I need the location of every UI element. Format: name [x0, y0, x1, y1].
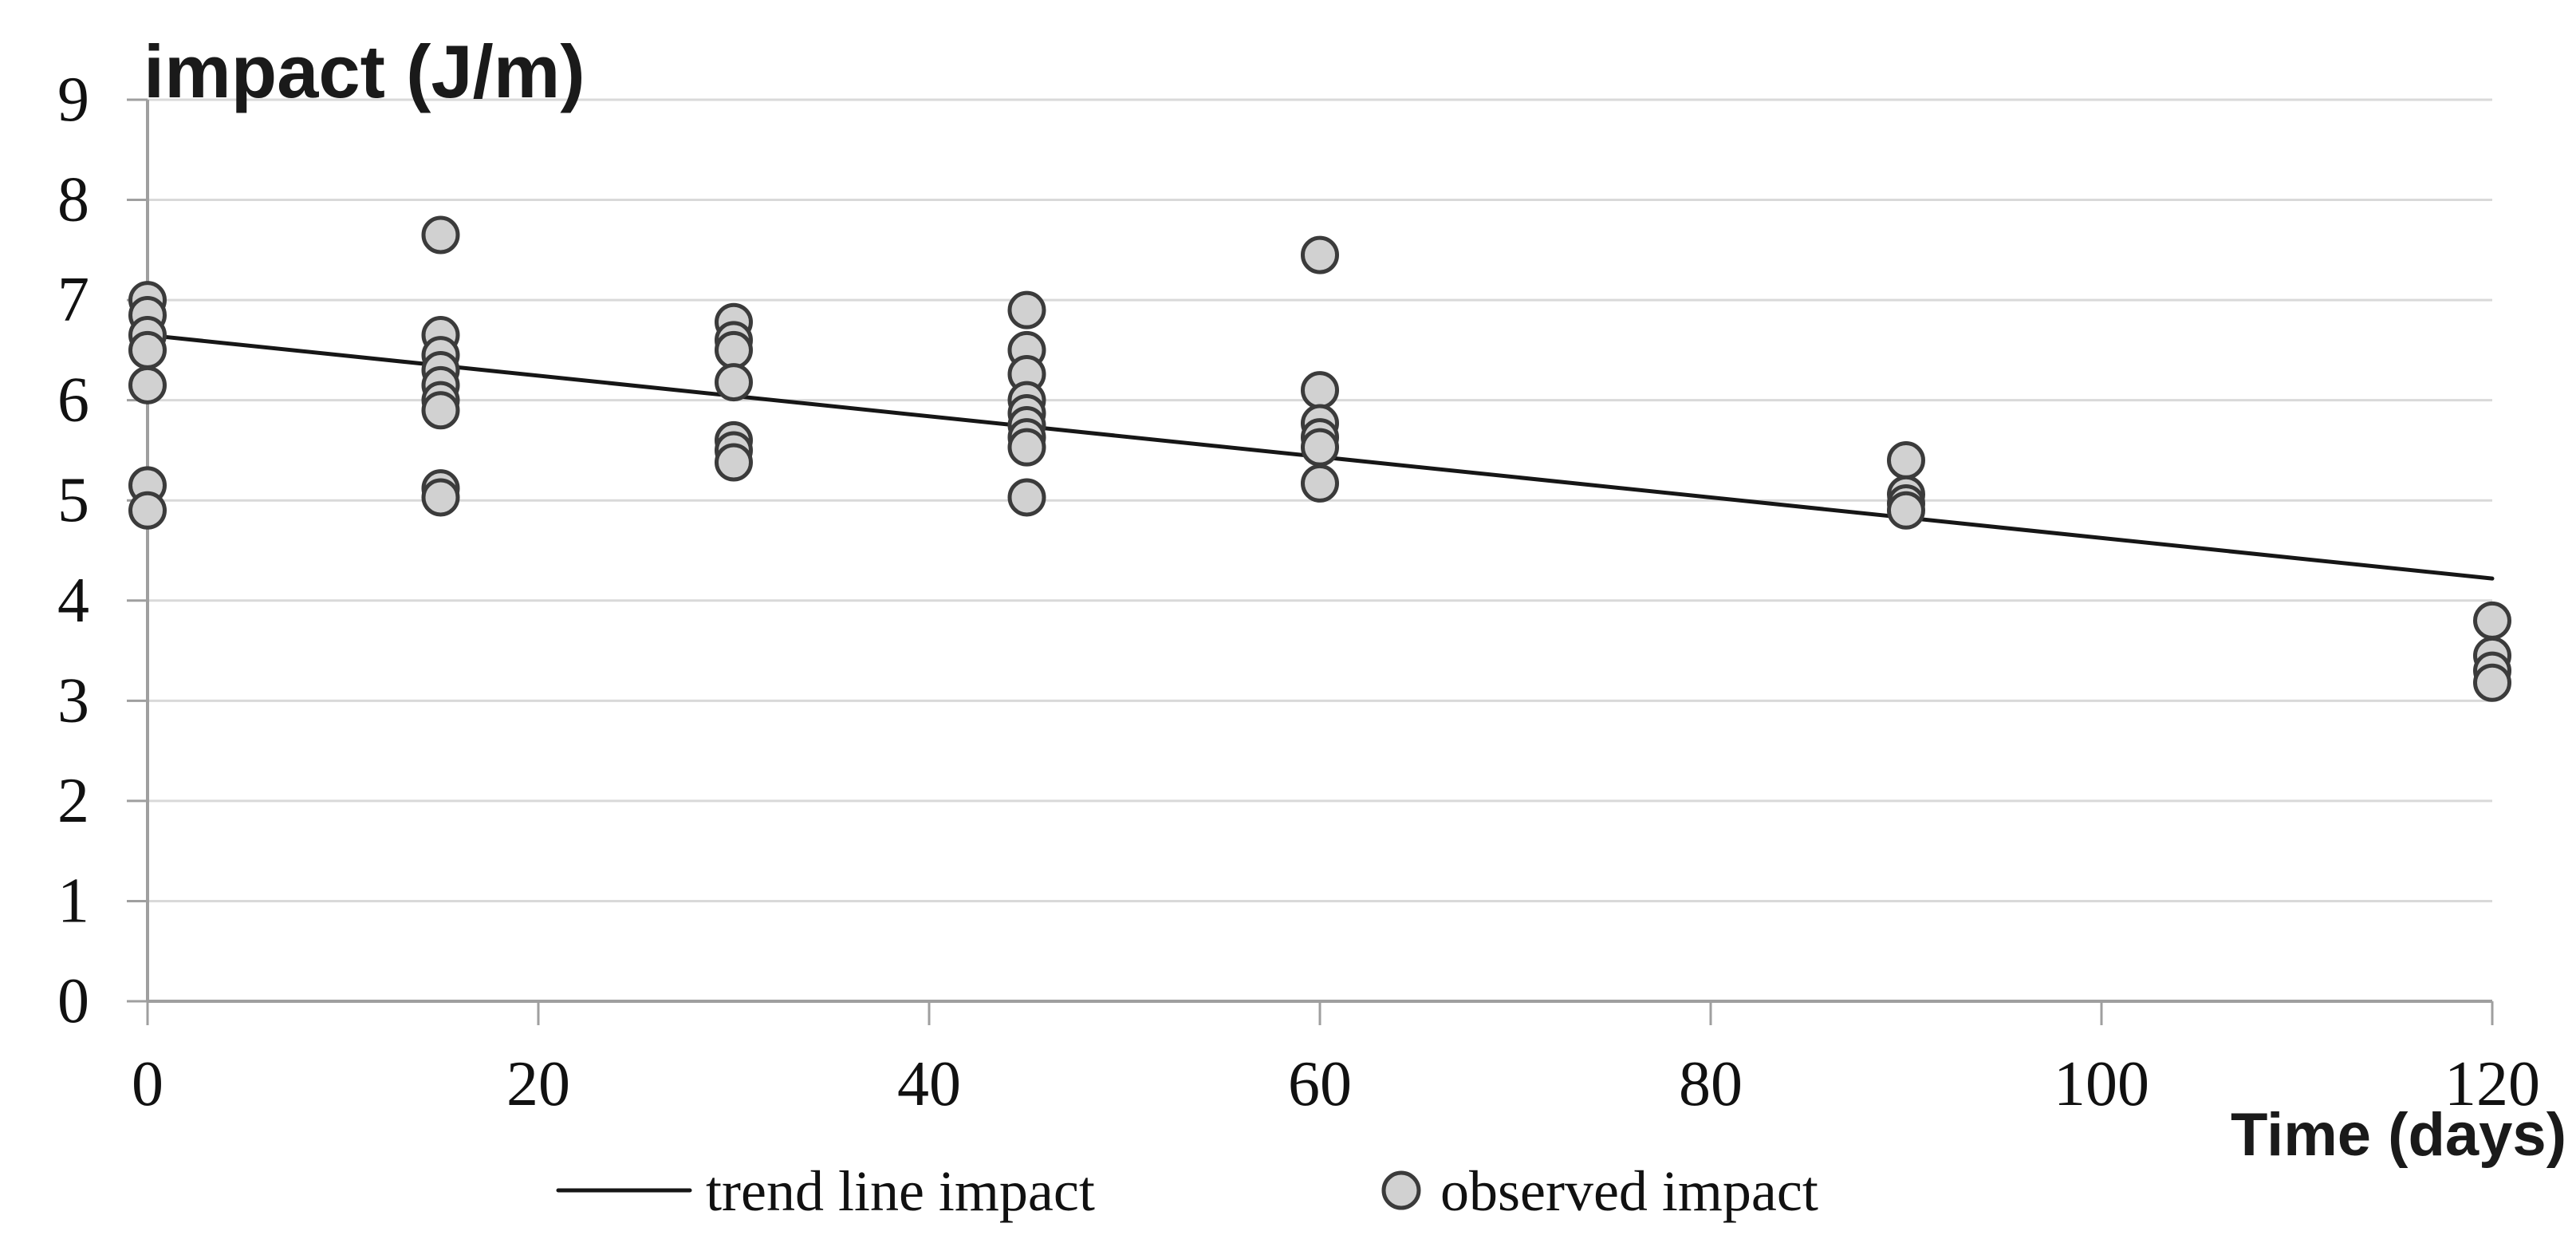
observed-point-60d-37: [1301, 464, 1339, 503]
y-tick-label-7: 7: [57, 265, 89, 335]
axes: [127, 98, 2494, 1025]
x-tick-label-40: 40: [897, 1049, 961, 1119]
x-tick-label-0: 0: [132, 1049, 163, 1119]
observed-point-15d-15: [421, 478, 460, 517]
data-series: [128, 215, 2511, 702]
observed-point-15d-13: [421, 391, 460, 430]
y-tick-label-5: 5: [57, 465, 89, 535]
observed-point-30d-18: [715, 330, 753, 369]
observed-point-120d-42: [2473, 601, 2511, 640]
observed-point-45d-31: [1007, 478, 1046, 517]
observed-point-0d-4: [128, 365, 167, 404]
y-tick-label-2: 2: [57, 766, 89, 836]
observed-point-30d-19: [715, 363, 753, 402]
observed-point-45d-30: [1007, 428, 1046, 467]
observed-point-90d-41: [1887, 491, 1925, 530]
y-tick-label-6: 6: [57, 365, 89, 436]
y-tick-label-9: 9: [57, 65, 89, 135]
observed-point-60d-32: [1301, 235, 1339, 274]
legend-label-trend-line: trend line impact: [706, 1159, 1095, 1223]
observed-point-30d-22: [715, 443, 753, 482]
x-tick-label-80: 80: [1679, 1049, 1743, 1119]
y-tick-label-4: 4: [57, 566, 89, 636]
legend: trend line impact observed impact: [556, 1159, 1818, 1223]
legend-label-observed: observed impact: [1440, 1159, 1818, 1223]
x-axis-title: Time (days): [2231, 1101, 2566, 1169]
observed-point-60d-36: [1301, 428, 1339, 467]
legend-marker-sample-icon: [1381, 1170, 1421, 1210]
x-tick-label-60: 60: [1288, 1049, 1352, 1119]
observed-point-60d-33: [1301, 371, 1339, 410]
y-tick-label-1: 1: [57, 866, 89, 936]
y-tick-label-3: 3: [57, 665, 89, 736]
observed-point-0d-6: [128, 491, 167, 530]
observed-point-45d-23: [1007, 290, 1046, 329]
observed-point-90d-38: [1887, 441, 1925, 479]
observed-point-15d-7: [421, 215, 460, 255]
observed-point-120d-45: [2473, 663, 2511, 702]
y-tick-label-8: 8: [57, 165, 89, 235]
y-tick-label-0: 0: [57, 966, 89, 1036]
tick-labels: 0 1 2 3 4 5 6 7 8 9 0 20 40 60 80 100 120: [57, 65, 2540, 1119]
x-tick-label-120: 120: [2444, 1049, 2540, 1119]
observed-point-0d-3: [128, 330, 167, 369]
x-tick-label-100: 100: [2054, 1049, 2149, 1119]
x-tick-label-20: 20: [506, 1049, 570, 1119]
chart-title: impact (J/m): [144, 30, 585, 113]
